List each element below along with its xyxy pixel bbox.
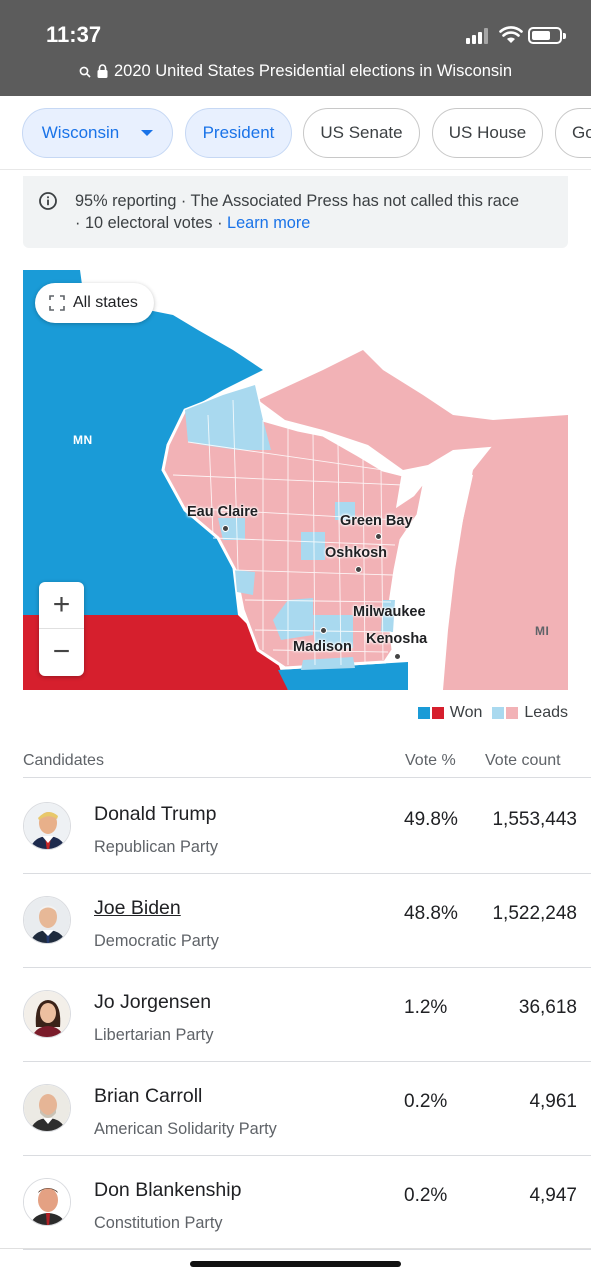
chip-governor[interactable]: Go: [555, 108, 591, 158]
candidate-name: Jo Jorgensen: [94, 991, 212, 1013]
vote-count: 1,522,248: [492, 903, 577, 924]
city-label-madison: Madison: [293, 639, 352, 655]
candidate-name: Donald Trump: [94, 803, 217, 825]
zoom-out-button[interactable]: −: [52, 635, 71, 668]
status-time: 11:37: [46, 22, 102, 47]
candidate-party: Libertarian Party: [94, 1026, 214, 1044]
map-canvas: [23, 270, 568, 690]
table-row[interactable]: Joe Biden Democratic Party 48.8% 1,522,2…: [23, 873, 591, 968]
caret-down-icon: [141, 130, 154, 136]
vote-percent: 48.8%: [404, 903, 458, 924]
legend-swatch-rep-won: [431, 707, 444, 719]
header-vote-count: Vote count: [485, 752, 561, 769]
zoom-in-button[interactable]: +: [39, 582, 84, 629]
legend-leads-label: Leads: [524, 704, 568, 721]
search-icon: [79, 66, 91, 78]
zoom-controls: + −: [39, 582, 84, 676]
lock-icon: [97, 64, 108, 78]
vote-percent: 1.2%: [404, 997, 448, 1018]
city-marker: [355, 566, 362, 573]
electoral-votes-label: · 10 electoral votes ·: [75, 214, 228, 232]
chip-label: US House: [448, 123, 527, 142]
url-title: 2020 United States Presidential election…: [113, 62, 513, 80]
battery-icon: [528, 27, 566, 44]
results-table-header: Candidates Vote % Vote count: [23, 750, 591, 778]
candidate-party: American Solidarity Party: [94, 1120, 277, 1138]
city-marker: [375, 533, 382, 540]
chip-president[interactable]: President: [185, 108, 292, 158]
avatar: [23, 990, 71, 1038]
city-marker: [320, 627, 327, 634]
chip-wisconsin-dropdown[interactable]: Wisconsin: [22, 108, 173, 158]
chip-us-house[interactable]: US House: [432, 108, 543, 158]
wifi-icon: [499, 26, 523, 43]
legend-swatch-rep-leads: [506, 707, 519, 719]
candidate-name: Don Blankenship: [94, 1179, 242, 1201]
city-marker: [222, 525, 229, 532]
map-legend: Won Leads: [417, 704, 568, 722]
vote-percent: 0.2%: [404, 1185, 448, 1206]
candidate-party: Republican Party: [94, 838, 218, 856]
city-marker: [394, 653, 401, 660]
reporting-text: 95% reporting · The Associated Press has…: [75, 192, 520, 210]
cellular-signal-icon: [466, 28, 492, 44]
home-indicator[interactable]: [190, 1261, 401, 1267]
info-icon: [39, 192, 57, 210]
state-label-mn: MN: [73, 433, 93, 447]
all-states-label: All states: [73, 294, 138, 311]
legend-swatch-dem-won: [417, 707, 430, 719]
candidate-name-link[interactable]: Joe Biden: [94, 897, 181, 919]
avatar: [23, 896, 71, 944]
state-label-mi: MI: [535, 624, 550, 638]
divider: [0, 1248, 591, 1249]
city-label-milwaukee: Milwaukee: [353, 604, 426, 620]
candidate-party: Democratic Party: [94, 932, 219, 950]
expand-icon: [49, 295, 65, 311]
header-vote-pct: Vote %: [405, 752, 456, 769]
browser-top-bar: 11:37 2020 United States Presidential el…: [0, 0, 591, 96]
learn-more-link[interactable]: Learn more: [227, 214, 311, 232]
candidate-party: Constitution Party: [94, 1214, 223, 1232]
filter-chips: Wisconsin President US Senate US House G…: [0, 96, 591, 170]
city-label-green-bay: Green Bay: [340, 513, 413, 529]
candidate-name: Brian Carroll: [94, 1085, 203, 1107]
city-label-oshkosh: Oshkosh: [325, 545, 388, 561]
chip-label: Wisconsin: [41, 123, 120, 142]
vote-count: 1,553,443: [492, 809, 577, 830]
vote-percent: 0.2%: [404, 1091, 448, 1112]
table-row[interactable]: Brian Carroll American Solidarity Party …: [23, 1061, 591, 1156]
city-label-eau-claire: Eau Claire: [187, 504, 258, 520]
avatar: [23, 802, 71, 850]
table-row[interactable]: Don Blankenship Constitution Party 0.2% …: [23, 1155, 591, 1250]
legend-swatch-dem-leads: [492, 707, 505, 719]
chip-label: US Senate: [320, 123, 403, 142]
reporting-info-banner: 95% reporting · The Associated Press has…: [23, 176, 568, 248]
chip-label: President: [202, 123, 275, 142]
all-states-button[interactable]: All states: [35, 283, 154, 323]
election-map[interactable]: All states MN MI Eau Claire Green Bay Os…: [23, 270, 568, 690]
chip-us-senate[interactable]: US Senate: [303, 108, 420, 158]
electoral-votes-text: · 10 electoral votes · Learn more: [75, 214, 310, 233]
chip-label: Go: [572, 123, 591, 142]
url-bar[interactable]: 2020 United States Presidential election…: [0, 62, 591, 81]
vote-count: 4,947: [529, 1185, 577, 1206]
header-candidates: Candidates: [23, 752, 104, 769]
vote-percent: 49.8%: [404, 809, 458, 830]
avatar: [23, 1084, 71, 1132]
legend-won-label: Won: [449, 704, 483, 721]
vote-count: 4,961: [529, 1091, 577, 1112]
city-label-kenosha: Kenosha: [366, 631, 428, 647]
avatar: [23, 1178, 71, 1226]
table-row[interactable]: Jo Jorgensen Libertarian Party 1.2% 36,6…: [23, 967, 591, 1062]
vote-count: 36,618: [518, 997, 577, 1018]
table-row[interactable]: Donald Trump Republican Party 49.8% 1,55…: [23, 779, 591, 874]
